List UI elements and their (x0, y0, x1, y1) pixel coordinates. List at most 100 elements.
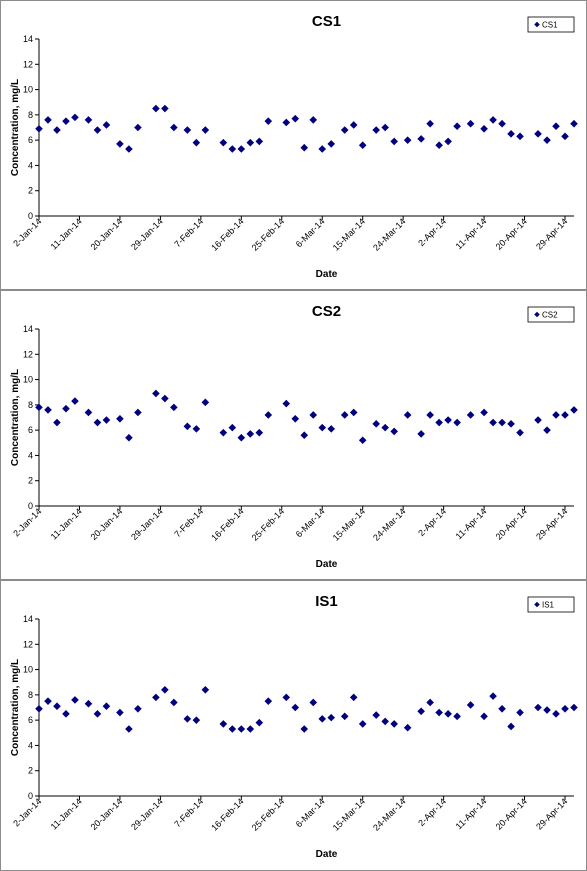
data-point (516, 708, 524, 717)
y-tick-label: 8 (28, 400, 33, 410)
data-point (183, 422, 192, 431)
y-tick-label: 6 (28, 715, 33, 725)
data-point (358, 720, 367, 728)
legend-label: CS1 (542, 21, 558, 30)
data-point (327, 713, 336, 722)
y-tick-label: 12 (23, 639, 33, 649)
legend: CS2 (527, 306, 575, 323)
data-point (489, 418, 497, 427)
x-axis-label: Date (316, 269, 338, 280)
x-tick-label: 29-Apr-14 (534, 506, 569, 541)
data-point (255, 718, 264, 727)
y-tick-label: 10 (23, 665, 33, 675)
data-point (444, 710, 452, 718)
data-point (417, 430, 425, 438)
data-point (480, 124, 488, 133)
chart-panel-is1: IS1 0 2 4 6 8 10 12 14 2-Jan-14 11-Jan-14 20-Jan-14… (0, 580, 587, 871)
x-tick-label: 6-Mar-14 (294, 216, 327, 249)
data-point (44, 697, 52, 705)
y-tick-label: 14 (23, 324, 33, 334)
x-tick-label: 24-Mar-14 (371, 216, 407, 252)
x-tick-label: 20-Jan-14 (89, 796, 125, 832)
x-tick-label: 29-Apr-14 (534, 796, 569, 831)
x-tick-label: 25-Feb-14 (250, 216, 286, 252)
data-point (246, 430, 255, 438)
data-point (35, 124, 43, 133)
y-tick-label: 2 (28, 766, 33, 776)
data-point (161, 686, 169, 694)
data-point (426, 698, 434, 707)
data-point (53, 702, 61, 711)
data-point (552, 122, 560, 131)
data-point (403, 136, 412, 144)
x-tick-label: 16-Feb-14 (209, 796, 245, 832)
data-point (435, 141, 443, 149)
data-point (102, 416, 111, 424)
data-point (152, 104, 160, 113)
data-point (543, 706, 551, 714)
legend: CS1 (527, 16, 575, 33)
x-tick-label: 2-Apr-14 (416, 506, 448, 538)
data-point (228, 145, 237, 153)
data-point (246, 725, 255, 733)
data-point (237, 433, 246, 442)
data-point (71, 397, 79, 405)
y-tick-label: 2 (28, 186, 33, 196)
data-point (372, 711, 380, 719)
data-point (282, 399, 291, 408)
x-axis-label: Date (316, 559, 338, 570)
x-tick-label: 20-Apr-14 (494, 796, 529, 831)
data-point (516, 132, 524, 141)
y-tick-label: 6 (28, 425, 33, 435)
data-point (125, 433, 133, 442)
data-point (453, 712, 461, 721)
data-point (552, 710, 560, 718)
data-point (116, 708, 124, 717)
x-tick-label: 20-Jan-14 (89, 506, 125, 542)
data-point (84, 116, 93, 124)
x-tick-label: 29-Apr-14 (534, 216, 569, 251)
y-tick-label: 0 (28, 501, 33, 511)
data-point (534, 703, 542, 712)
data-point (237, 145, 246, 153)
data-point (183, 126, 192, 134)
data-point (170, 403, 178, 412)
data-point (134, 123, 142, 132)
data-point (53, 418, 61, 427)
data-point (507, 420, 515, 428)
data-point (161, 394, 169, 403)
data-point (93, 418, 102, 427)
y-tick-label: 2 (28, 476, 33, 486)
data-point (84, 408, 93, 417)
data-point (435, 708, 443, 717)
data-point (561, 132, 569, 141)
data-point (228, 423, 237, 432)
data-point (264, 697, 273, 705)
data-point (134, 704, 142, 713)
legend-label: IS1 (542, 601, 555, 610)
data-point (201, 398, 210, 407)
data-point (561, 704, 569, 713)
data-point (349, 408, 358, 417)
data-point (358, 141, 367, 149)
chart-svg: CS1 0 2 4 6 8 10 12 14 2-Jan-14 11-Jan-14 20-Jan-14… (10, 13, 578, 280)
legend-marker (534, 601, 540, 608)
legend-box (527, 16, 575, 33)
data-point (372, 126, 380, 134)
data-point (255, 428, 264, 437)
chart-panel-cs1: CS1 0 2 4 6 8 10 12 14 2-Jan-14 11-Jan-14 20-Jan-14… (0, 0, 587, 290)
data-point (291, 414, 300, 423)
y-tick-label: 12 (23, 349, 33, 359)
legend-marker (534, 21, 540, 28)
y-axis-label: Concentration, mg/L (10, 79, 21, 176)
chart-title: CS1 (312, 13, 341, 30)
x-tick-label: 2-Apr-14 (416, 796, 448, 828)
x-tick-label: 2-Apr-14 (416, 216, 448, 248)
chart-svg: CS2 0 2 4 6 8 10 12 14 2-Jan-14 11-Jan-14 20-Jan-14… (10, 303, 578, 570)
x-tick-label: 29-Jan-14 (129, 216, 165, 252)
data-point (116, 414, 124, 423)
y-tick-label: 4 (28, 740, 33, 750)
data-point (403, 723, 412, 732)
y-tick-label: 8 (28, 690, 33, 700)
